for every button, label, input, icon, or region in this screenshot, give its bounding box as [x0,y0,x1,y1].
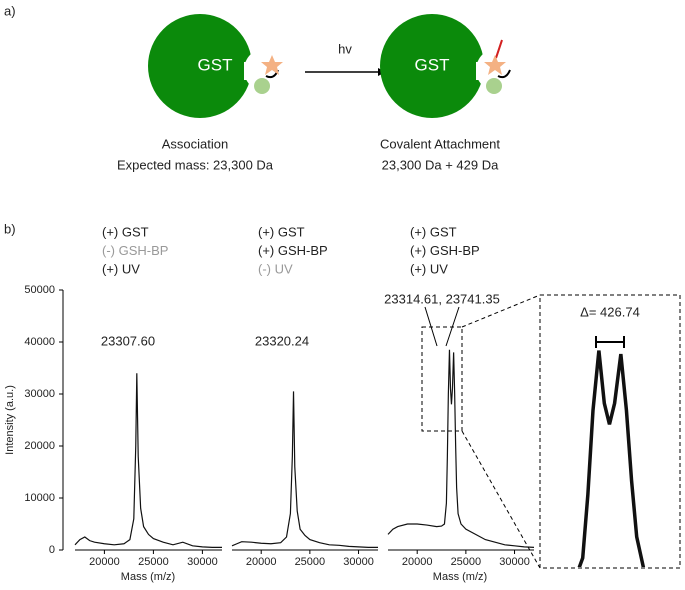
inset-spectrum [577,350,646,567]
protein-left [148,14,288,118]
x-tick-label: 20000 [402,556,433,568]
delta-label: Δ= 426.74 [580,304,640,319]
y-tick-label: 10000 [24,492,55,504]
x-tick-label: 30000 [343,556,374,568]
y-tick-label: 50000 [24,284,55,296]
peak-label: 23320.24 [255,333,309,348]
x-tick-label: 25000 [138,556,169,568]
panel-label: b) [4,221,16,236]
delta-bracket [595,336,625,348]
zoom-lines [461,294,541,569]
x-tick-label: 25000 [295,556,326,568]
peak-arrows [424,306,460,347]
x-axis-label: Mass (m/z) [433,571,487,583]
y-tick-label: 40000 [24,336,55,348]
x-axis-label: Mass (m/z) [121,571,175,583]
peak-label: 23307.60 [101,333,155,348]
condition: (-) GSH-BP [102,243,168,258]
y-tick-label: 20000 [24,440,55,452]
arrow [305,68,386,76]
arrow-label: hv [338,41,352,56]
caption: Association [162,136,228,151]
x-tick-label: 25000 [451,556,482,568]
y-tick-label: 0 [49,544,55,556]
condition: (+) UV [410,261,448,276]
condition: (+) GSH-BP [410,243,480,258]
spectrum [387,349,535,548]
x-tick-label: 20000 [246,556,277,568]
x-tick-label: 30000 [499,556,530,568]
y-tick-label: 30000 [24,388,55,400]
condition: (-) UV [258,261,293,276]
condition: (+) UV [102,261,140,276]
condition: (+) GST [258,224,305,239]
x-tick-label: 20000 [89,556,120,568]
spectrum [231,391,378,548]
condition: (+) GST [410,224,457,239]
panel-label: a) [4,3,16,18]
mass: Expected mass: 23,300 Da [117,157,274,172]
protein-label: GST [198,55,233,74]
protein-right [380,14,520,118]
protein-label: GST [415,55,450,74]
zoom-box [421,326,463,432]
peak-label: 23314.61, 23741.35 [384,291,500,306]
condition: (+) GSH-BP [258,243,328,258]
spectrum [74,373,222,548]
x-tick-label: 30000 [187,556,218,568]
y-axis-label: Intensity (a.u.) [4,385,16,455]
caption: Covalent Attachment [380,136,500,151]
condition: (+) GST [102,224,149,239]
mass: 23,300 Da + 429 Da [382,157,499,172]
inset-frame [539,294,681,569]
